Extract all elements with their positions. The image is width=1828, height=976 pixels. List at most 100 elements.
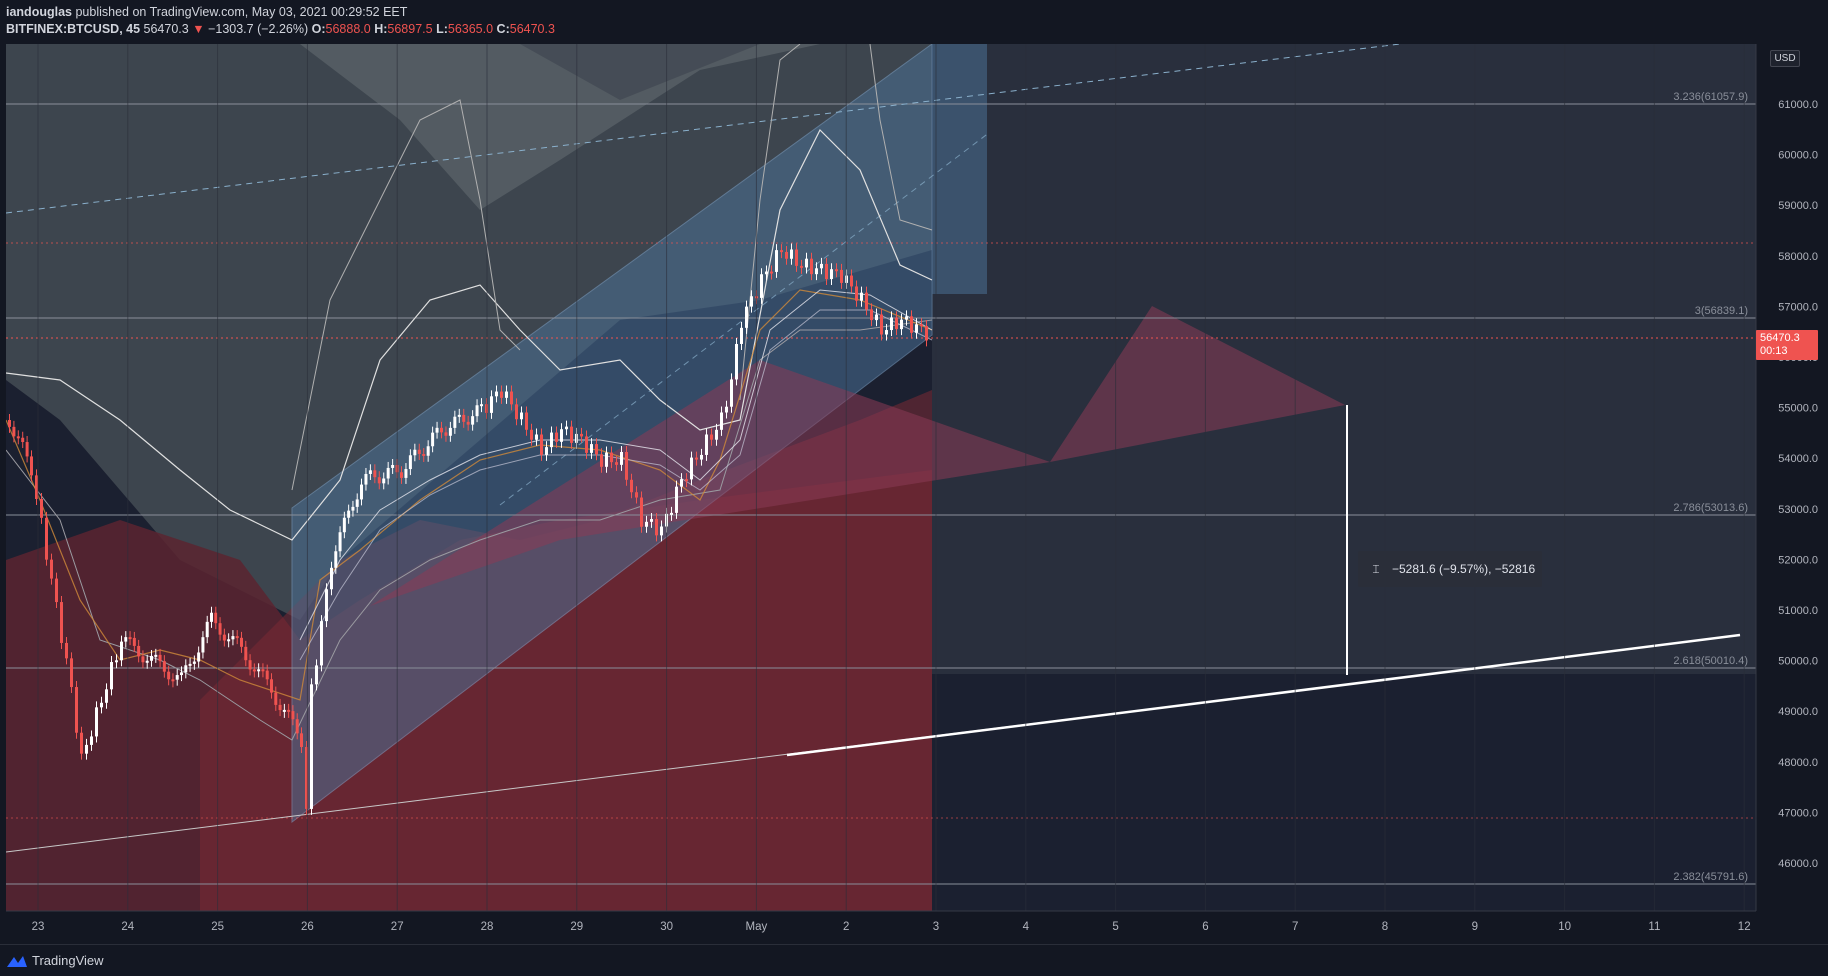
- volatility-line: [291, 99, 521, 491]
- candle-body: [158, 654, 162, 662]
- candle-body: [765, 271, 768, 275]
- candle-body: [840, 269, 843, 283]
- candle-body: [448, 427, 452, 436]
- price-tick-label: 50000.0: [1778, 656, 1818, 668]
- close-value: 56470.3: [509, 22, 555, 36]
- last-price-label[interactable]: 56470.3 00:13: [1756, 330, 1818, 360]
- brand-name[interactable]: TradingView: [32, 953, 104, 968]
- candle-body: [431, 432, 435, 447]
- last-value: 56470.3: [143, 22, 189, 36]
- candle-body: [555, 432, 558, 442]
- candle-body: [855, 286, 858, 301]
- candle-body: [265, 670, 269, 680]
- candle-body: [590, 444, 593, 453]
- candle-body: [132, 637, 136, 646]
- dashed-trendline[interactable]: [6, 44, 1401, 214]
- price-tick-label: 53000.0: [1778, 504, 1818, 516]
- measure-text: −5281.6 (−9.57%), −52816: [1392, 562, 1536, 576]
- candle-body: [850, 275, 853, 287]
- bar-countdown: 00:13: [1760, 345, 1788, 357]
- time-tick-label: 9: [1472, 921, 1478, 933]
- candle-body: [360, 484, 363, 500]
- candle-body: [435, 427, 439, 433]
- candle-body: [295, 719, 299, 734]
- candle-body: [810, 258, 813, 275]
- candle-body: [422, 453, 426, 456]
- time-tick-label: 6: [1202, 921, 1208, 933]
- candle-body: [205, 621, 209, 638]
- candle-body: [330, 567, 333, 590]
- down-arrow-icon: ▼: [192, 22, 205, 36]
- candle-body: [287, 709, 291, 712]
- candle-body: [347, 510, 351, 518]
- fib-level-label: 2.786(53013.6): [1673, 502, 1748, 514]
- ohlc-line: BITFINEX:BTCUSD, 45 56470.3 ▼ −1303.7 (−…: [6, 21, 1822, 38]
- candle-body: [510, 391, 513, 405]
- candle-body: [137, 645, 141, 657]
- fib-level-label: 3(56839.1): [1695, 305, 1748, 317]
- candle-body: [635, 492, 638, 498]
- candle-body: [386, 467, 390, 479]
- candle-body: [417, 449, 421, 454]
- chart-grid: [37, 44, 1745, 911]
- candle-body: [640, 497, 643, 527]
- price-tick-label: 55000.0: [1778, 403, 1818, 415]
- candle-body: [780, 250, 783, 253]
- channel-midline[interactable]: [499, 131, 991, 506]
- candle-body: [167, 671, 171, 680]
- candle-body: [595, 444, 598, 455]
- candle-body: [30, 456, 33, 476]
- price-tick-label: 47000.0: [1778, 807, 1818, 819]
- candle-body: [462, 414, 466, 422]
- candle-body: [305, 746, 308, 809]
- price-candles[interactable]: [8, 243, 928, 815]
- price-tick-label: 54000.0: [1778, 453, 1818, 465]
- price-tick-label: 59000.0: [1778, 200, 1818, 212]
- time-tick-label: 29: [570, 921, 583, 933]
- open-value: 56888.0: [325, 22, 371, 36]
- candle-body: [162, 661, 166, 672]
- support-trendline-projection[interactable]: [786, 633, 1741, 757]
- candle-body: [391, 464, 395, 468]
- candle-body: [201, 637, 205, 653]
- author-name[interactable]: iandouglas: [6, 5, 72, 19]
- candle-body: [320, 621, 323, 666]
- price-tick-label: 57000.0: [1778, 301, 1818, 313]
- price-axis[interactable]: [1756, 44, 1828, 911]
- candle-body: [865, 292, 868, 310]
- tradingview-logo-icon: [7, 955, 27, 967]
- candle-body: [373, 470, 377, 478]
- candle-body: [440, 427, 443, 433]
- candle-body: [325, 589, 328, 622]
- candle-body: [550, 432, 553, 448]
- candle-body: [775, 250, 778, 272]
- candle-body: [715, 429, 718, 440]
- price-tick-label: 58000.0: [1778, 251, 1818, 263]
- candle-body: [565, 426, 568, 430]
- price-tick-label: 60000.0: [1778, 150, 1818, 162]
- candle-body: [35, 475, 38, 500]
- time-axis[interactable]: [0, 911, 1756, 944]
- projection-zone: [932, 44, 1756, 674]
- candle-body: [610, 452, 613, 463]
- currency-button[interactable]: USD: [1770, 50, 1800, 67]
- change-value: −1303.7 (−2.26%): [208, 22, 309, 36]
- candle-body: [740, 327, 743, 344]
- candle-body: [60, 602, 63, 643]
- candle-body: [231, 636, 235, 640]
- candle-body: [355, 499, 359, 507]
- price-tick-label: 48000.0: [1778, 757, 1818, 769]
- measure-tooltip[interactable]: ⌶ −5281.6 (−9.57%), −52816: [1358, 551, 1542, 587]
- candle-body: [408, 455, 412, 470]
- time-axis-ticks: 23 24 25 26 27 28 29 30 May 2 3 4 5 6 7 8 9 10 11 12: [32, 921, 1751, 933]
- candle-body: [795, 249, 798, 266]
- symbol-label[interactable]: BITFINEX:BTCUSD, 45: [6, 22, 141, 36]
- candle-body: [175, 675, 179, 680]
- candle-body: [880, 314, 883, 335]
- candle-body: [145, 660, 149, 663]
- time-tick-label: 12: [1738, 921, 1751, 933]
- candle-body: [860, 292, 863, 301]
- candle-body: [240, 637, 243, 647]
- candle-body: [400, 472, 403, 478]
